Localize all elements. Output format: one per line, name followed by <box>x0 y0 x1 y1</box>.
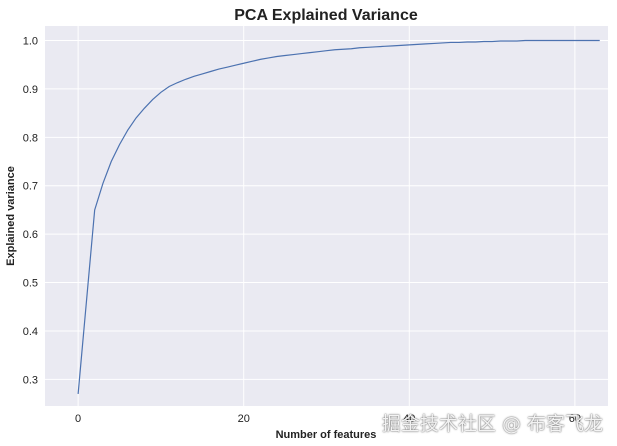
chart-title: PCA Explained Variance <box>234 7 418 24</box>
x-tick-label: 40 <box>403 413 415 425</box>
x-tick-label: 60 <box>569 413 581 425</box>
y-tick-label: 1.0 <box>23 36 38 48</box>
y-tick-label: 0.3 <box>23 374 38 386</box>
y-tick-label: 0.6 <box>23 229 38 241</box>
explained-variance-line <box>77 39 600 394</box>
y-tick-label: 0.7 <box>23 181 38 193</box>
grid-lines <box>45 26 608 406</box>
tick-labels: 0 20 40 60 0.3 0.4 0.5 0.6 0.7 0.8 0.9 1.0 <box>23 36 581 425</box>
y-tick-label: 0.9 <box>23 84 38 96</box>
x-axis-label: Number of features <box>276 429 377 441</box>
y-tick-label: 0.4 <box>23 326 38 338</box>
y-tick-label: 0.5 <box>23 278 38 290</box>
y-axis-label: Explained variance <box>5 166 17 266</box>
x-tick-label: 20 <box>238 413 250 425</box>
plot-area <box>45 26 608 406</box>
x-tick-label: 0 <box>75 413 81 425</box>
watermark: 掘金技术社区 @ 布客飞龙 <box>381 413 603 435</box>
y-tick-label: 0.8 <box>23 132 38 144</box>
